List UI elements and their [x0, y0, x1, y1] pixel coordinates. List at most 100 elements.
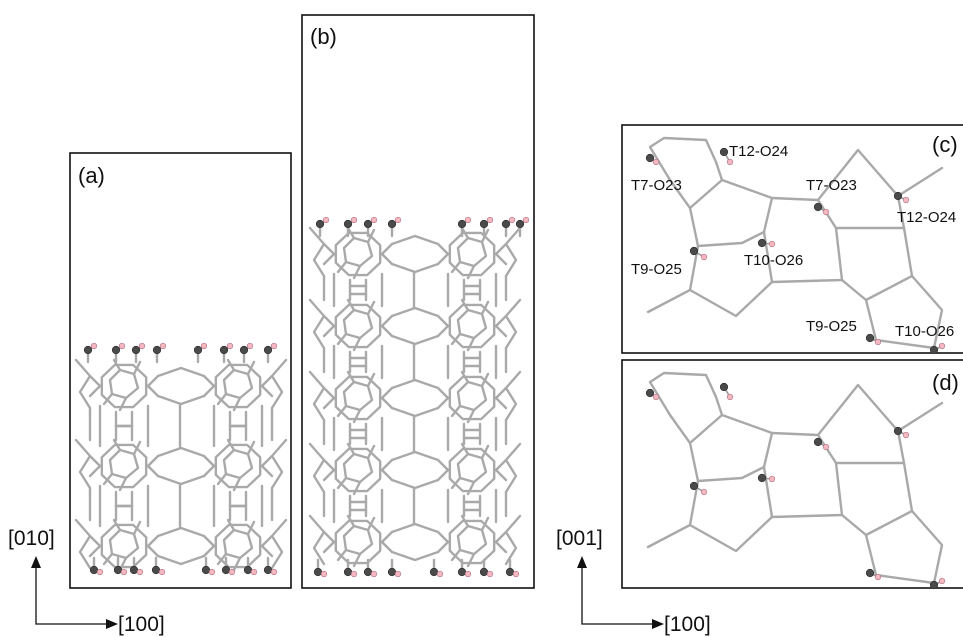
framework-bond — [132, 360, 142, 376]
five-ring — [648, 136, 724, 210]
hydrogen-atom — [726, 393, 734, 401]
framework-bond — [260, 544, 274, 558]
edge-bond — [74, 438, 92, 490]
framework-bond — [118, 396, 128, 412]
site-label-t9-o25-left: T9-O25 — [631, 261, 682, 278]
framework-bond — [494, 540, 508, 554]
hydrogen-atom — [200, 342, 208, 350]
axis-label-001: [001] — [556, 527, 603, 550]
framework-bond — [450, 476, 462, 490]
site-label-t7-o23-left: T7-O23 — [631, 177, 682, 194]
oxygen-atom — [893, 426, 903, 436]
framework-bond — [102, 392, 114, 406]
hydrogen-atom — [436, 570, 444, 578]
framework-bond — [346, 370, 356, 384]
framework-bond — [226, 438, 236, 452]
cage-ring — [100, 523, 148, 569]
linker-bond — [156, 474, 206, 486]
oxygen-atom — [515, 219, 525, 229]
framework-bond — [336, 476, 348, 490]
oxygen-atom — [457, 567, 467, 577]
cage-ring — [334, 231, 382, 277]
framework-bond — [260, 374, 274, 388]
oxygen-atom — [363, 567, 373, 577]
hydrogen-atom — [228, 568, 236, 576]
panel-d-frame — [621, 359, 963, 589]
framework-bond — [202, 544, 216, 558]
edge-bond — [504, 298, 522, 350]
panel-d-label: (d) — [932, 370, 959, 395]
hydrogen-atom — [246, 342, 254, 350]
hydrogen-atom — [874, 573, 882, 581]
framework-bond — [646, 523, 692, 549]
framework-bond — [494, 458, 508, 472]
framework-bond — [352, 552, 362, 568]
panel-b-structure — [308, 216, 530, 578]
linker-bond — [390, 522, 440, 534]
framework-bond — [146, 464, 160, 478]
framework-bond — [436, 396, 450, 410]
framework-bond — [436, 242, 450, 256]
framework-bond — [88, 534, 102, 548]
framework-bond — [380, 242, 394, 256]
framework-bond — [436, 468, 450, 482]
hydrogen-atom — [700, 488, 708, 496]
framework-bond — [246, 360, 256, 376]
hydrogen-atom — [90, 342, 98, 350]
framework-bond — [494, 242, 508, 256]
oxygen-atom — [263, 565, 273, 575]
framework-bond — [352, 336, 362, 352]
oxygen-atom — [929, 580, 939, 590]
framework-bond — [494, 396, 508, 410]
edge-bond — [504, 442, 522, 494]
framework-bond — [346, 298, 356, 312]
oxygen-atom — [813, 202, 823, 212]
hydrogen-atom — [136, 568, 144, 576]
panel-c-label: (c) — [932, 132, 958, 157]
framework-bond — [436, 314, 450, 328]
ring-bond — [688, 465, 774, 553]
hydrogen-atom — [938, 342, 946, 350]
ring-bond — [688, 230, 774, 318]
cage-ring — [334, 303, 382, 349]
cage-ring — [448, 231, 496, 277]
framework-bond — [226, 518, 236, 532]
oxygen-atom — [113, 565, 123, 575]
framework-bond — [260, 464, 274, 478]
framework-bond — [202, 464, 216, 478]
hydrogen-atom — [902, 431, 910, 439]
edge-bond — [504, 514, 522, 566]
linker-bond — [390, 262, 440, 274]
framework-bond — [466, 408, 476, 424]
oxygen-atom — [387, 219, 397, 229]
linker-bond — [390, 234, 440, 246]
framework-bond — [260, 454, 274, 468]
hydrogen-atom — [652, 158, 660, 166]
cage-ring — [334, 375, 382, 421]
oxygen-atom — [645, 388, 655, 398]
linker-bond — [156, 446, 206, 458]
axis-label-100-right: [100] — [664, 613, 711, 636]
framework-bond — [366, 444, 376, 460]
edge-bond — [74, 518, 92, 570]
hydrogen-atom — [320, 570, 328, 578]
edge-bond — [308, 442, 326, 494]
five-ring — [816, 383, 906, 465]
framework-bond — [494, 530, 508, 544]
framework-bond — [88, 374, 102, 388]
framework-bond — [102, 552, 114, 566]
framework-bond — [460, 298, 470, 312]
edge-bond — [308, 226, 326, 278]
oxygen-atom — [129, 565, 139, 575]
hydrogen-atom — [652, 393, 660, 401]
linker-bond — [390, 550, 440, 562]
axis-indicator-right: [001] [100] — [556, 527, 711, 636]
hydrogen-atom — [394, 216, 402, 224]
cage-ring — [214, 523, 262, 569]
hydrogen-atom — [768, 240, 776, 248]
framework-bond — [494, 386, 508, 400]
ring-bond — [688, 413, 774, 483]
cage-ring — [214, 363, 262, 409]
oxygen-atom — [313, 567, 323, 577]
hydrogen-atom — [370, 570, 378, 578]
